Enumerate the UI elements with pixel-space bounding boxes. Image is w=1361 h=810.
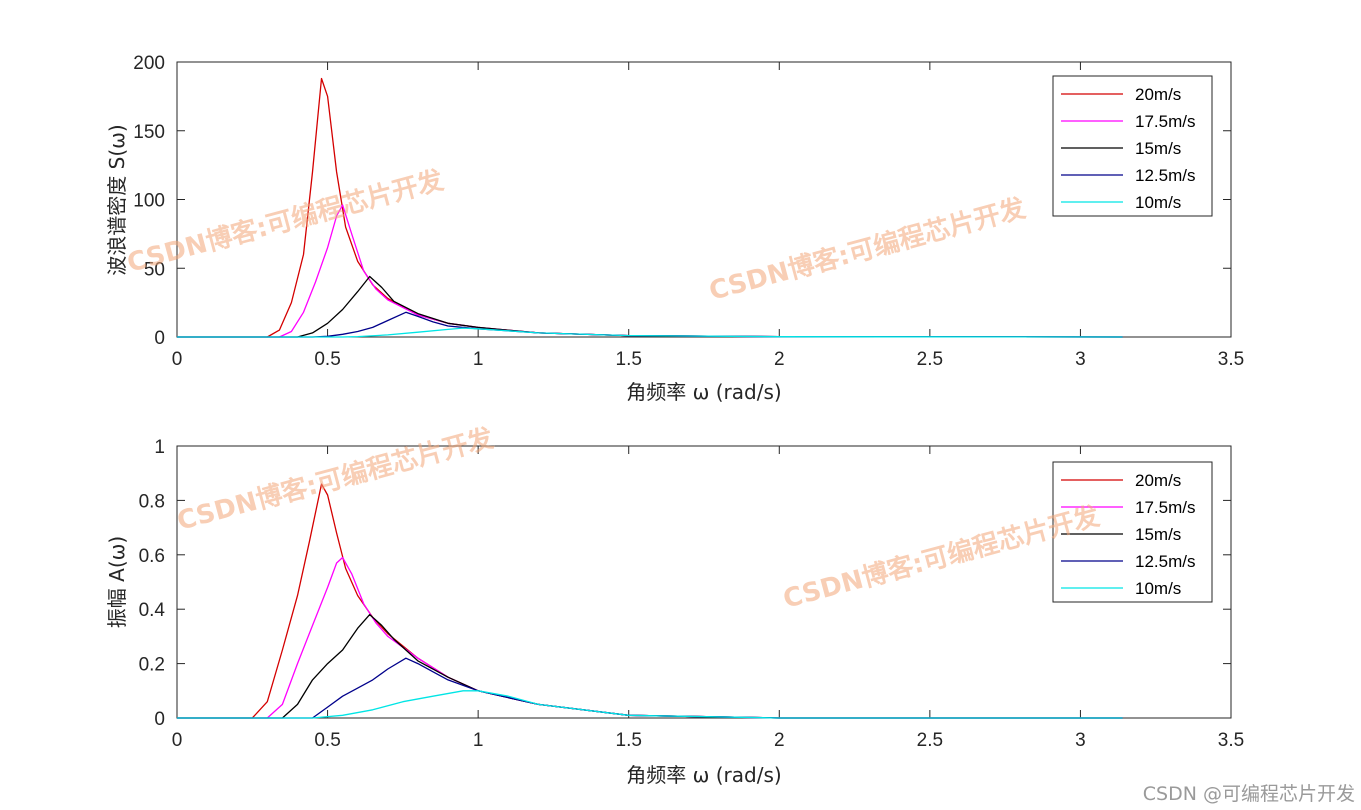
bottom-y-axis-label: 振幅 A(ω) xyxy=(105,536,129,628)
y-tick-label: 150 xyxy=(133,122,165,143)
legend-label-4: 10m/s xyxy=(1135,579,1181,598)
x-tick-label: 0 xyxy=(172,730,183,751)
top-tick-group: 0 0.5 1 1.5 2 2.5 3 3.5 0 50 100 150 200 xyxy=(133,53,1244,370)
x-tick-label: 1.5 xyxy=(616,349,642,370)
x-tick-label: 1.5 xyxy=(616,730,642,751)
y-tick-label: 0 xyxy=(154,328,165,349)
x-tick-label: 0 xyxy=(172,349,183,370)
bottom-legend: 20m/s 17.5m/s 15m/s 12.5m/s 10m/s xyxy=(1052,461,1213,603)
credit-text: CSDN @可编程芯片开发 xyxy=(1142,783,1355,805)
x-tick-label: 3.5 xyxy=(1218,730,1244,751)
y-tick-label: 1 xyxy=(154,437,165,458)
legend-label-1: 17.5m/s xyxy=(1135,498,1195,517)
bottom-x-axis-label: 角频率 ω (rad/s) xyxy=(626,763,781,787)
x-tick-label: 2.5 xyxy=(917,730,943,751)
x-tick-label: 2.5 xyxy=(917,349,943,370)
top-x-axis-label: 角频率 ω (rad/s) xyxy=(626,380,781,404)
legend-label-4: 10m/s xyxy=(1135,193,1181,212)
y-tick-label: 100 xyxy=(133,191,165,212)
top-y-axis-label: 波浪谱密度 S(ω) xyxy=(105,124,129,275)
x-tick-label: 0.5 xyxy=(314,730,340,751)
y-tick-label: 0.4 xyxy=(139,600,166,621)
top-axes: 0 0.5 1 1.5 2 2.5 3 3.5 0 50 100 150 200 角频率 ω (rad/… xyxy=(105,53,1244,404)
y-tick-label: 50 xyxy=(144,259,165,280)
x-tick-label: 3 xyxy=(1075,730,1086,751)
y-tick-label: 0.2 xyxy=(139,655,165,676)
x-tick-label: 2 xyxy=(774,730,785,751)
y-tick-label: 0.6 xyxy=(139,546,165,567)
series-line-4 xyxy=(177,690,1123,719)
top-legend-box xyxy=(1052,75,1213,217)
y-tick-label: 0 xyxy=(154,709,165,730)
x-tick-label: 1 xyxy=(473,730,484,751)
x-tick-label: 3 xyxy=(1075,349,1086,370)
x-tick-label: 2 xyxy=(774,349,785,370)
bottom-tick-group: 0 0.5 1 1.5 2 2.5 3 3.5 0 0.2 0.4 0.6 0.8 1 xyxy=(139,437,1245,751)
y-tick-label: 200 xyxy=(133,53,165,74)
legend-label-0: 20m/s xyxy=(1135,471,1181,490)
top-series-group xyxy=(177,77,1123,338)
legend-label-2: 15m/s xyxy=(1135,525,1181,544)
x-tick-label: 3.5 xyxy=(1218,349,1244,370)
bottom-axes: 0 0.5 1 1.5 2 2.5 3 3.5 0 0.2 0.4 0.6 0.8 1 角频率 ω (ra… xyxy=(105,437,1244,787)
legend-label-1: 17.5m/s xyxy=(1135,112,1195,131)
series-line-4 xyxy=(177,327,1123,338)
y-tick-label: 0.8 xyxy=(139,491,165,512)
top-legend: 20m/s 17.5m/s 15m/s 12.5m/s 10m/s xyxy=(1052,75,1213,217)
legend-label-3: 12.5m/s xyxy=(1135,166,1195,185)
x-tick-label: 0.5 xyxy=(314,349,340,370)
legend-label-3: 12.5m/s xyxy=(1135,552,1195,571)
legend-label-0: 20m/s xyxy=(1135,85,1181,104)
x-tick-label: 1 xyxy=(473,349,484,370)
bottom-series-group xyxy=(177,483,1123,719)
legend-label-2: 15m/s xyxy=(1135,139,1181,158)
bottom-legend-box xyxy=(1052,461,1213,603)
